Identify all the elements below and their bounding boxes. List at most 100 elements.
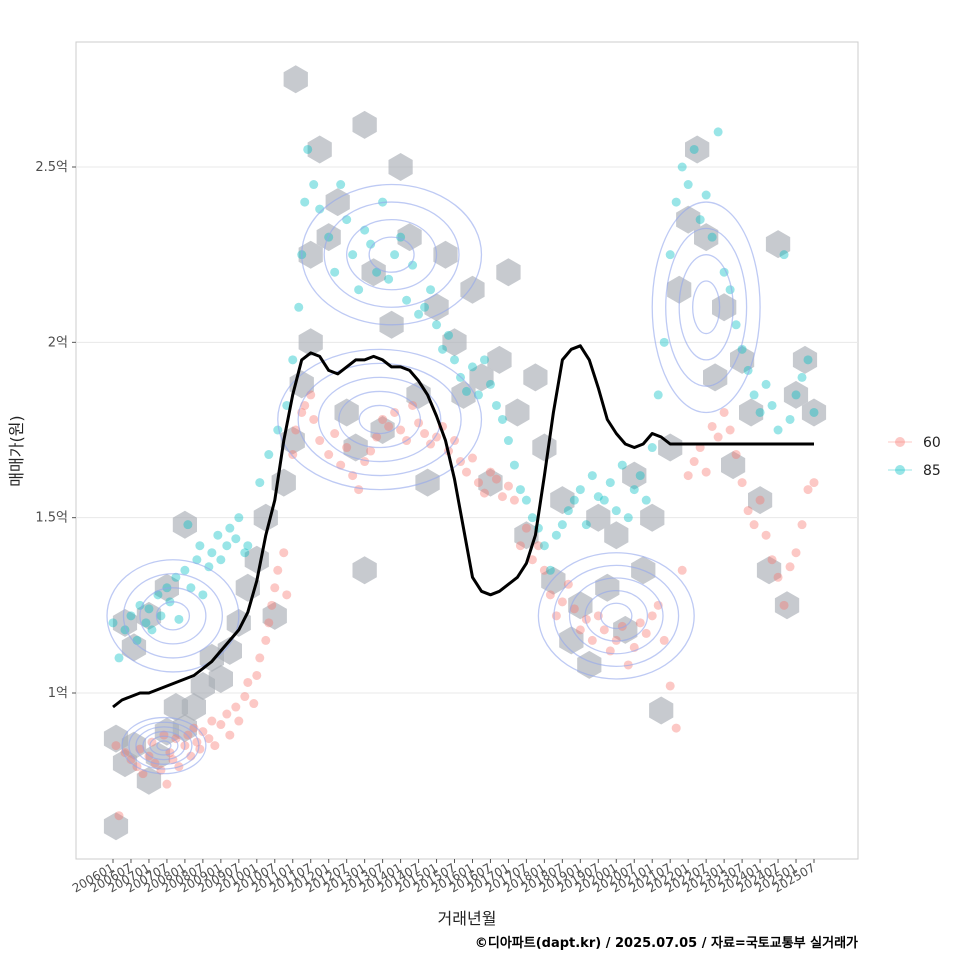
- hexbin-cell: [415, 468, 440, 497]
- data-point-85: [336, 180, 346, 190]
- density-contour: [584, 589, 649, 642]
- data-point-85: [773, 425, 783, 435]
- data-point-85: [467, 362, 477, 372]
- hexbin-cell: [756, 556, 782, 585]
- data-point-60: [378, 414, 388, 424]
- data-point-60: [509, 495, 519, 505]
- hexbin-cell: [397, 223, 422, 252]
- data-point-85: [569, 495, 579, 505]
- hexbin-cell: [496, 258, 521, 287]
- data-point-60: [420, 429, 430, 439]
- hexbin-cell: [478, 468, 503, 497]
- data-point-85: [384, 274, 394, 284]
- y-tick-label: 2억: [48, 335, 68, 350]
- hexbin-cell: [181, 693, 206, 721]
- density-contour: [338, 390, 422, 449]
- density-contour: [600, 602, 633, 630]
- hexbin-cell: [121, 633, 147, 662]
- data-point-60: [641, 628, 651, 638]
- data-point-85: [348, 250, 358, 260]
- density-contours: [106, 183, 761, 775]
- data-point-60: [773, 572, 783, 582]
- data-point-60: [372, 432, 382, 442]
- hexbin-cell: [283, 65, 308, 94]
- y-axis: 1억 1.5억 2억 2.5억: [35, 160, 76, 701]
- data-point-60: [207, 716, 217, 726]
- hexbin-cell: [172, 510, 197, 539]
- data-point-85: [755, 407, 765, 417]
- hexbin-cell: [550, 486, 575, 515]
- data-point-60: [282, 590, 292, 600]
- data-point-85: [605, 478, 615, 488]
- data-point-85: [701, 190, 711, 200]
- data-point-60: [497, 492, 507, 502]
- data-point-60: [683, 471, 693, 481]
- data-point-85: [719, 267, 729, 277]
- legend-label-85: 85: [923, 463, 941, 479]
- density-contour: [128, 721, 200, 770]
- data-point-60: [330, 429, 340, 439]
- data-point-60: [204, 734, 214, 744]
- hexbin-cell: [577, 650, 602, 679]
- data-point-85: [264, 450, 274, 460]
- hexbin-cell: [298, 240, 323, 269]
- data-point-85: [174, 614, 184, 624]
- data-point-60: [342, 443, 352, 453]
- data-point-60: [767, 555, 777, 565]
- data-point-85: [575, 485, 585, 495]
- data-point-85: [315, 204, 325, 214]
- data-point-60: [635, 618, 645, 628]
- scatter-points: [108, 127, 819, 821]
- x-axis: 2006012006072007012007072008012008072009…: [70, 859, 818, 896]
- density-contour: [537, 552, 695, 680]
- data-point-60: [611, 635, 621, 645]
- data-point-85: [635, 471, 645, 481]
- data-point-60: [384, 421, 394, 431]
- data-point-60: [195, 744, 205, 754]
- source-caption: ©디아파트(dapt.kr) / 2025.07.05 / 자료=국토교통부 실…: [475, 935, 858, 951]
- data-point-60: [749, 520, 759, 530]
- data-point-60: [713, 432, 723, 442]
- data-point-60: [231, 702, 241, 712]
- data-point-85: [503, 436, 513, 446]
- data-point-85: [767, 400, 777, 410]
- data-point-60: [587, 635, 597, 645]
- data-point-85: [426, 285, 436, 295]
- data-point-85: [195, 541, 205, 551]
- hexbin-cell: [541, 566, 566, 595]
- data-point-60: [309, 414, 319, 424]
- data-point-60: [569, 604, 579, 614]
- hexbin-cell: [774, 591, 800, 620]
- data-point-85: [677, 162, 687, 172]
- hexbin-cell: [739, 398, 764, 427]
- density-contour: [692, 280, 721, 335]
- data-point-85: [527, 513, 537, 523]
- data-point-85: [294, 302, 304, 312]
- data-point-85: [300, 197, 310, 207]
- data-point-60: [707, 421, 717, 431]
- y-axis-title: 매매가(원): [7, 415, 26, 486]
- data-point-85: [216, 555, 226, 565]
- data-point-85: [372, 267, 382, 277]
- hexbin-cell: [586, 503, 611, 532]
- data-point-85: [183, 520, 193, 530]
- data-point-60: [249, 699, 259, 709]
- data-point-60: [156, 765, 166, 775]
- data-point-60: [539, 565, 549, 575]
- data-point-60: [647, 611, 657, 621]
- hexbin-cell: [370, 416, 395, 444]
- x-axis-title: 거래년월: [438, 909, 497, 928]
- data-point-60: [264, 618, 274, 628]
- data-point-60: [515, 541, 525, 551]
- hexbin-cell: [783, 380, 809, 409]
- data-point-60: [743, 506, 753, 516]
- hexbin-cell: [103, 812, 129, 841]
- data-point-85: [180, 565, 190, 575]
- data-point-60: [234, 716, 244, 726]
- data-point-85: [438, 344, 448, 354]
- hexbin-cell: [433, 240, 458, 269]
- density-contour: [553, 564, 680, 667]
- hexbin-cell: [352, 556, 377, 585]
- data-point-85: [132, 635, 142, 645]
- data-point-60: [390, 407, 400, 417]
